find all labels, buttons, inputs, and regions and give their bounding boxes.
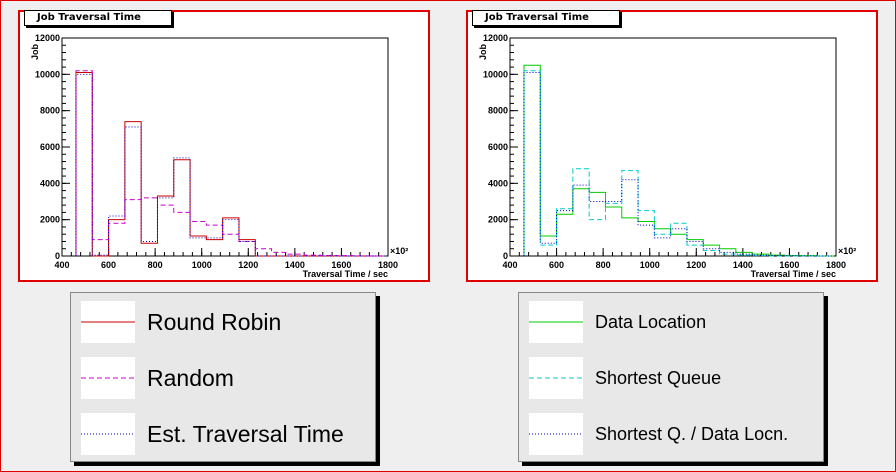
x-axis-label: Traversal Time / sec	[751, 269, 836, 279]
x-tick-label: 400	[54, 260, 69, 270]
y-tick-label: 0	[55, 251, 60, 261]
legend-swatch	[529, 413, 583, 455]
y-tick-label: 2000	[488, 215, 508, 225]
y-tick-label: 10000	[35, 69, 60, 79]
x-axis-label: Traversal Time / sec	[303, 269, 388, 279]
legend-label: Data Location	[595, 312, 707, 332]
plot-frame	[61, 37, 389, 257]
legend-label: Est. Traversal Time	[147, 421, 344, 447]
y-tick-label: 8000	[488, 106, 508, 116]
legend-right: Data Location Shortest Queue Shortest Q.…	[518, 292, 824, 462]
x-tick-label: 1600	[331, 260, 351, 270]
x-tick-label: 800	[596, 260, 611, 270]
y-tick-label: 8000	[40, 106, 60, 116]
histogram-chart-left: 0 2000 4000 6000 8000 10000 12000 400 600 800 1000…	[30, 33, 408, 279]
legend-entry-est-traversal-time: Est. Traversal Time	[81, 413, 369, 455]
x-tick-label: 1400	[733, 260, 753, 270]
series-shortest-q-data-locn	[523, 72, 834, 257]
x-tick-label: 1400	[285, 260, 305, 270]
legend-entry-shortest-q-data-locn: Shortest Q. / Data Locn.	[529, 413, 817, 455]
y-axis-label: Job	[478, 44, 488, 61]
x-tick-label: 800	[148, 260, 163, 270]
legend-label: Round Robin	[147, 309, 282, 335]
legend-swatch	[81, 301, 135, 343]
x-tick-label: 1000	[192, 260, 212, 270]
series-shortest-queue	[523, 70, 834, 257]
x-tick-label: 1200	[686, 260, 706, 270]
y-tick-label: 4000	[488, 178, 508, 188]
legend-swatch	[81, 357, 135, 399]
x-axis-multiplier: ×10²	[390, 246, 408, 256]
x-tick-label: 1800	[826, 260, 846, 270]
y-tick-label: 12000	[35, 33, 60, 43]
legend-entry-data-location: Data Location	[529, 301, 817, 343]
x-axis-multiplier: ×10²	[838, 246, 856, 256]
legend-swatch	[529, 301, 583, 343]
x-tick-label: 1200	[238, 260, 258, 270]
y-axis-label: Job	[30, 44, 40, 61]
series-random	[75, 70, 386, 257]
y-tick-label: 6000	[40, 142, 60, 152]
legend-left: Round Robin Random Est. Traversal Time	[70, 292, 376, 462]
legend-swatch	[529, 357, 583, 399]
y-tick-label: 4000	[40, 178, 60, 188]
x-tick-label: 600	[549, 260, 564, 270]
y-tick-label: 2000	[40, 215, 60, 225]
series-est-traversal-time	[75, 73, 386, 257]
series-round-robin	[75, 72, 386, 257]
y-tick-label: 10000	[483, 69, 508, 79]
legend-swatch	[81, 413, 135, 455]
plot-title-left: Job Traversal Time	[24, 10, 172, 26]
y-tick-label: 12000	[483, 33, 508, 43]
histogram-chart-right: 0 2000 4000 6000 8000 10000 12000 400 600 800 1000…	[478, 33, 856, 279]
x-tick-label: 1800	[378, 260, 398, 270]
legend-entry-round-robin: Round Robin	[81, 301, 369, 343]
x-tick-label: 600	[101, 260, 116, 270]
plot-title-right: Job Traversal Time	[472, 10, 620, 26]
legend-entry-random: Random	[81, 357, 369, 399]
x-tick-label: 1000	[640, 260, 660, 270]
legend-entry-shortest-queue: Shortest Queue	[529, 357, 817, 399]
plot-frame	[509, 37, 837, 257]
plot-panel-left: Job Traversal Time 0 2000 4000 6000 8000 1000…	[18, 10, 430, 282]
x-tick-label: 400	[502, 260, 517, 270]
legend-label: Random	[147, 365, 234, 391]
series-data-location	[523, 64, 834, 257]
x-tick-label: 1600	[779, 260, 799, 270]
y-tick-label: 0	[503, 251, 508, 261]
y-tick-label: 6000	[488, 142, 508, 152]
legend-label: Shortest Queue	[595, 368, 722, 388]
legend-label: Shortest Q. / Data Locn.	[595, 424, 789, 444]
plot-panel-right: Job Traversal Time 0 2000 4000 6000 8000 1000…	[466, 10, 878, 282]
